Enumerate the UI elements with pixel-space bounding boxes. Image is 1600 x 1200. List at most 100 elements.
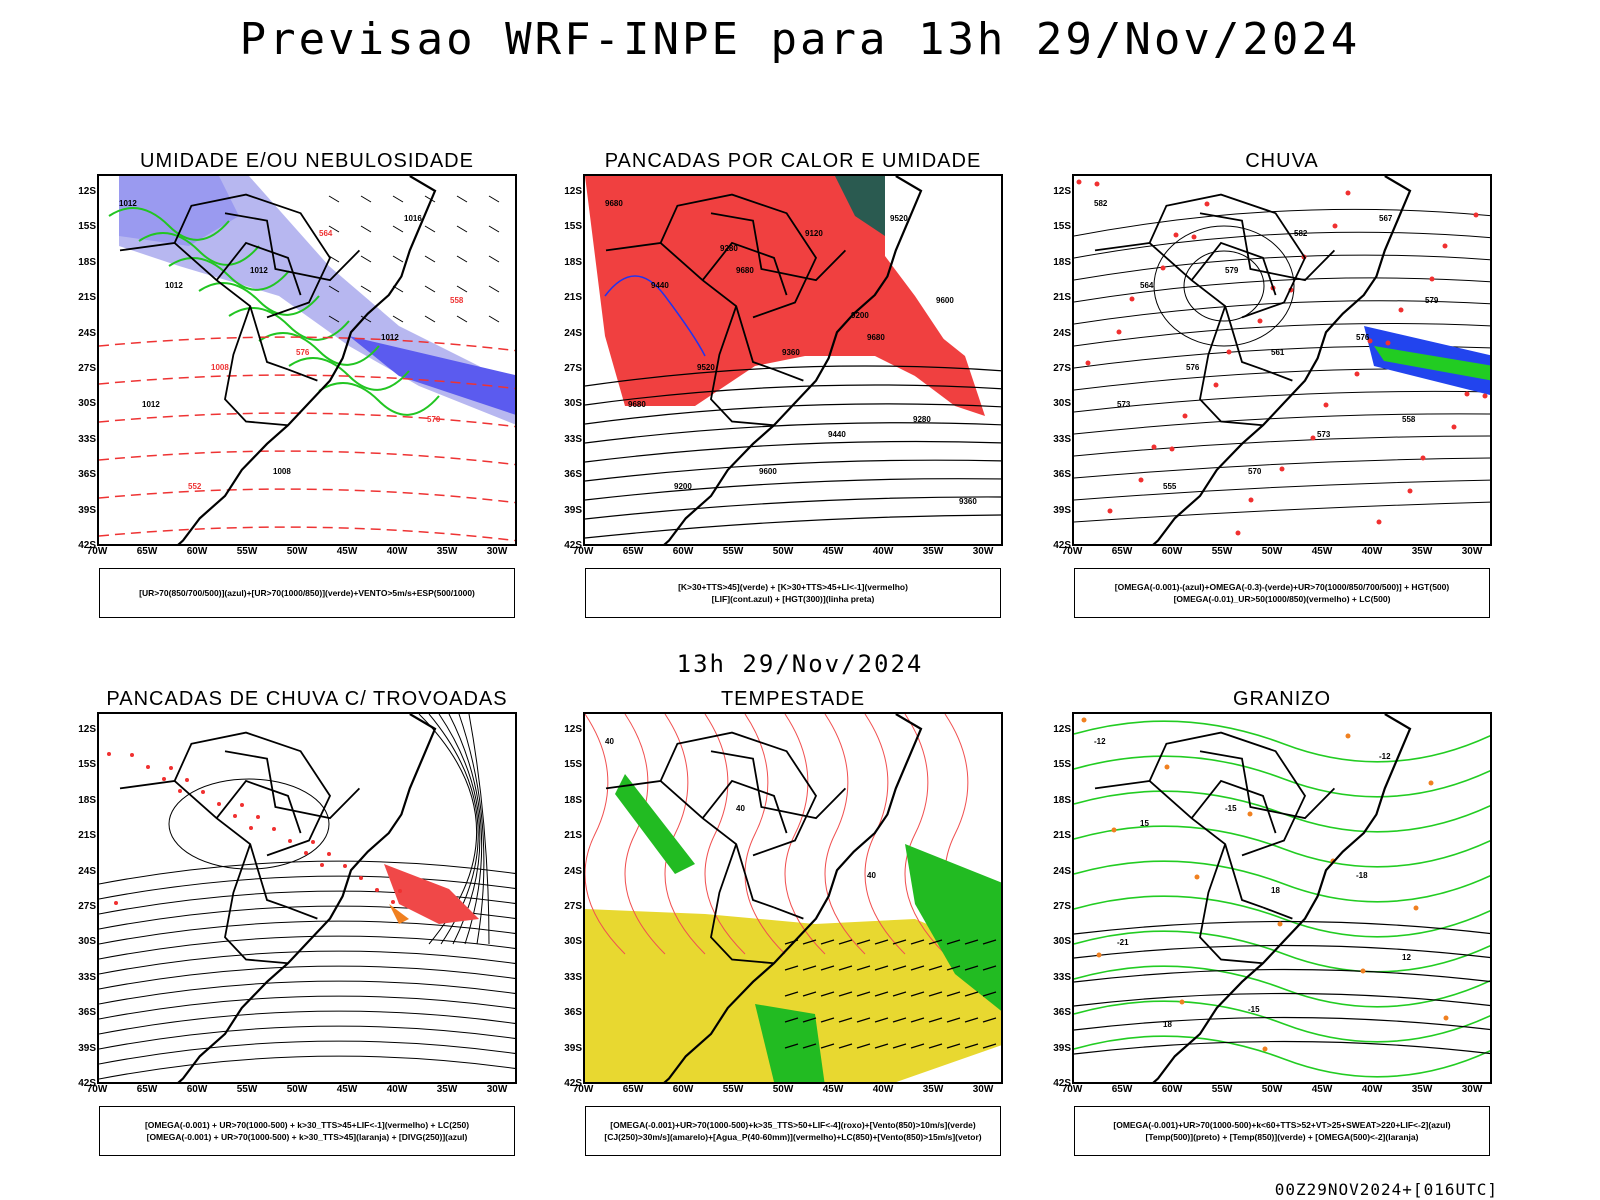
lat-tick-label: 36S <box>1053 1007 1071 1019</box>
contour-label: 9360 <box>782 348 800 357</box>
contour-label: -12 <box>1379 752 1391 761</box>
legend-line: [OMEGA(-0.001) + UR>70(1000-500) + k>30_… <box>144 1120 470 1130</box>
lat-tick-label: 42S <box>1053 540 1071 551</box>
contour-label: 1008 <box>211 363 229 372</box>
legend-line: [OMEGA(-0.001)+UR>70(1000-500)+k>35_TTS>… <box>610 1120 976 1130</box>
lat-tick-label: 24S <box>78 327 96 339</box>
lon-tick-label: 60W <box>186 546 208 557</box>
contour-label: 9680 <box>736 266 754 275</box>
contour-label: 9440 <box>651 281 669 290</box>
contour-label: 576 <box>1356 333 1370 342</box>
lon-tick-label: 45W <box>1311 1084 1333 1095</box>
main-title: Previsao WRF-INPE para 13h 29/Nov/2024 <box>239 14 1361 65</box>
lat-tick-label: 42S <box>1053 1078 1071 1089</box>
lon-tick-label: 40W <box>386 546 408 557</box>
lon-tick-label: 65W <box>1111 546 1133 557</box>
contour-label: 9600 <box>936 296 954 305</box>
contour-label: 9600 <box>759 467 777 476</box>
contour-label: 1012 <box>119 199 137 208</box>
contour-label: 564 <box>1140 281 1154 290</box>
lat-tick-label: 33S <box>1053 433 1071 445</box>
contour-label: -15 <box>1248 1005 1260 1014</box>
latitude-axis: 12S 15S 18S 21S 24S 27S 30S 33S 36S 39S 42S <box>1047 712 1073 1089</box>
lon-tick-label: 35W <box>436 546 458 557</box>
contour-label: 558 <box>1402 415 1416 424</box>
lat-tick-label: 18S <box>78 794 96 806</box>
lon-tick-label: 70W <box>572 1084 594 1095</box>
lat-tick-label: 36S <box>564 1007 582 1019</box>
lon-tick-label: 40W <box>872 1084 894 1095</box>
map-plot: 40 40 40 <box>583 712 1003 1084</box>
lon-tick-label: 55W <box>1211 546 1233 557</box>
lat-tick-label: 21S <box>78 830 96 842</box>
longitude-axis: 70W 65W 60W 55W 50W 45W 40W 35W 30W <box>1062 546 1492 560</box>
lon-tick-label: 70W <box>1061 546 1083 557</box>
lat-tick-label: 33S <box>78 971 96 983</box>
lat-tick-label: 15S <box>1053 221 1071 233</box>
lon-tick-label: 40W <box>1361 1084 1383 1095</box>
panel-legend: [OMEGA(-0.001)+UR>70(1000-500)+k<60+TTS>… <box>1074 1106 1490 1156</box>
lon-tick-label: 65W <box>622 1084 644 1095</box>
legend-line: [UR>70(850/700/500)](azul)+[UR>70(1000/8… <box>139 588 475 598</box>
lon-tick-label: 30W <box>972 546 994 557</box>
map-plot: -12 -15 -18 -21 -15 -12 15 18 12 18 <box>1072 712 1492 1084</box>
lat-tick-label: 21S <box>1053 292 1071 304</box>
panel-title: GRANIZO <box>1232 688 1332 710</box>
contour-label: -18 <box>1356 871 1368 880</box>
map-svg: 40 40 40 <box>585 714 1001 1082</box>
lat-tick-label: 18S <box>564 794 582 806</box>
map-panel: GRANIZO 12S 15S 18S 21S 24S 27S 30S 33S 36S 39S 42S… <box>1047 688 1517 1168</box>
mid-title: 13h 29/Nov/2024 <box>676 650 924 678</box>
map-panel: PANCADAS DE CHUVA C/ TROVOADAS 12S 15S 18S 2… <box>72 688 542 1168</box>
lat-tick-label: 18S <box>1053 794 1071 806</box>
lon-tick-label: 65W <box>136 546 158 557</box>
lon-tick-label: 55W <box>722 546 744 557</box>
lat-tick-label: 27S <box>1053 363 1071 374</box>
lon-tick-label: 40W <box>1361 546 1383 557</box>
map-panel: UMIDADE E/OU NEBULOSIDADE 12S 15S 18S 21S 24S… <box>72 150 542 630</box>
panel-legend: [OMEGA(-0.001) + UR>70(1000-500) + k>30_… <box>99 1106 515 1156</box>
lon-tick-label: 50W <box>286 1084 308 1095</box>
contour-label: 40 <box>736 804 745 813</box>
lon-tick-label: 45W <box>336 1084 358 1095</box>
lon-tick-label: 35W <box>436 1084 458 1095</box>
contour-label: 9200 <box>674 482 692 491</box>
lat-tick-label: 39S <box>564 504 582 516</box>
contour-label: 582 <box>1094 199 1108 208</box>
contour-label: 9520 <box>697 363 715 372</box>
lat-tick-label: 24S <box>1053 865 1071 877</box>
contour-label: 1012 <box>142 400 160 409</box>
lon-tick-label: 50W <box>772 546 794 557</box>
contour-label: 1008 <box>273 467 291 476</box>
lat-tick-label: 42S <box>78 540 96 551</box>
lat-tick-label: 30S <box>564 398 582 410</box>
contour-label: 9360 <box>959 497 977 506</box>
lon-tick-label: 45W <box>1311 546 1333 557</box>
legend-line: [K>30+TTS>45](verde) + [K>30+TTS>45+LI<-… <box>678 582 908 592</box>
lat-tick-label: 33S <box>1053 971 1071 983</box>
lat-tick-label: 33S <box>78 433 96 445</box>
lat-tick-label: 27S <box>564 901 582 912</box>
contour-label: 9200 <box>851 311 869 320</box>
lon-tick-label: 30W <box>486 546 508 557</box>
lat-tick-label: 12S <box>78 186 96 197</box>
legend-line: [OMEGA(-0.001) + UR>70(1000-500) + k>30_… <box>146 1132 468 1142</box>
contour-label: 576 <box>1186 363 1200 372</box>
map-svg: -12 -15 -18 -21 -15 -12 15 18 12 18 <box>1074 714 1490 1082</box>
lon-tick-label: 60W <box>672 1084 694 1095</box>
contour-label: 1016 <box>404 214 422 223</box>
contour-label: -15 <box>1225 804 1237 813</box>
lon-tick-label: 70W <box>572 546 594 557</box>
lon-tick-label: 55W <box>1211 1084 1233 1095</box>
map-plot: 582 579 576 573 570 567 564 561 558 555 582 579 576 5… <box>1072 174 1492 546</box>
lat-tick-label: 39S <box>1053 1042 1071 1054</box>
lat-tick-label: 21S <box>564 292 582 304</box>
contour-label: 15 <box>1140 819 1149 828</box>
panel-title: UMIDADE E/OU NEBULOSIDADE <box>140 150 474 172</box>
lon-tick-label: 40W <box>872 546 894 557</box>
lon-tick-label: 35W <box>922 1084 944 1095</box>
lat-tick-label: 15S <box>564 759 582 771</box>
contour-label: 9520 <box>890 214 908 223</box>
lon-tick-label: 35W <box>922 546 944 557</box>
lon-tick-label: 45W <box>822 1084 844 1095</box>
